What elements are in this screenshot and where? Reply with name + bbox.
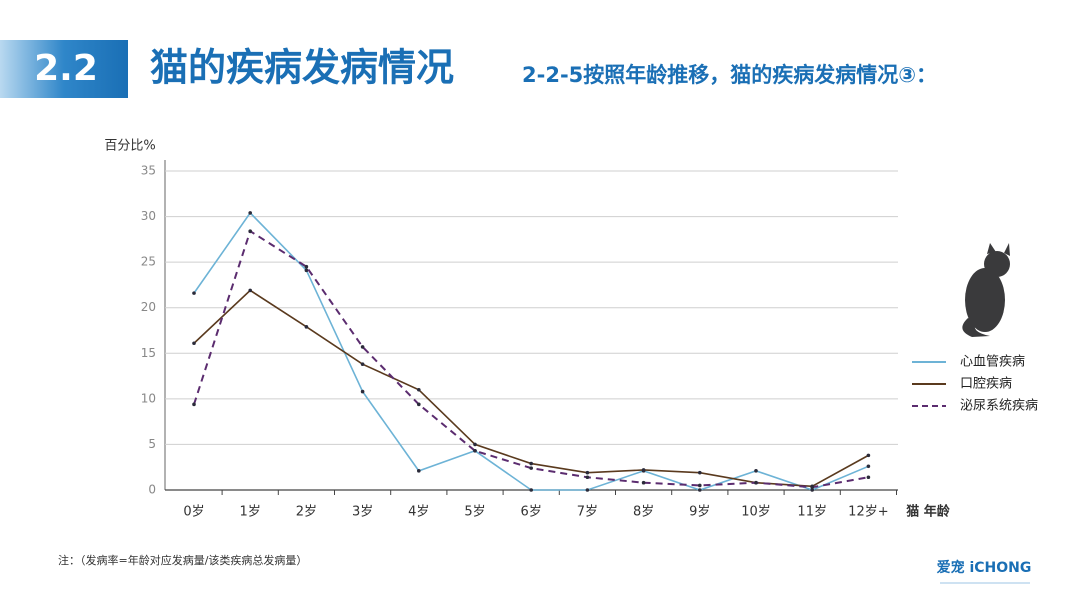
x-tick-label: 2岁 <box>296 505 317 520</box>
data-point <box>810 485 814 490</box>
note: 注：（发病率=年龄对应发病量/该类疾病总发病量） <box>58 553 307 567</box>
legend-label: 泌尿系统疾病 <box>960 399 1038 414</box>
data-point <box>529 461 533 466</box>
data-point <box>417 402 421 407</box>
data-point <box>360 389 365 394</box>
data-point <box>585 488 590 492</box>
data-point <box>698 470 702 475</box>
y-tick-label: 5 <box>148 437 156 451</box>
data-point <box>192 402 196 407</box>
data-point <box>304 268 309 273</box>
y-tick-label: 0 <box>148 483 156 497</box>
series-line <box>193 229 869 489</box>
x-tick-label: 6岁 <box>521 505 542 520</box>
data-point <box>248 288 252 293</box>
data-point <box>248 211 252 215</box>
data-point <box>473 442 477 447</box>
data-point <box>754 469 758 473</box>
x-axis-label: 猫 年龄 <box>906 504 951 520</box>
series-line <box>193 289 869 488</box>
x-tick-label: 12岁+ <box>848 505 888 520</box>
data-point <box>248 229 252 233</box>
data-point <box>529 488 533 492</box>
data-point <box>866 464 871 469</box>
data-point <box>698 488 702 492</box>
x-tick-label: 4岁 <box>408 505 429 520</box>
data-point <box>304 325 309 329</box>
section-number: 2.2 <box>34 48 98 89</box>
x-tick-label: 9岁 <box>689 505 710 520</box>
series-line <box>193 211 869 491</box>
data-point <box>585 470 590 475</box>
x-tick-label: 3岁 <box>352 505 373 520</box>
y-tick-label: 35 <box>141 164 156 178</box>
data-point <box>192 341 196 346</box>
legend-label: 心血管疾病 <box>960 355 1025 370</box>
data-point <box>866 453 871 458</box>
data-point <box>641 480 646 485</box>
data-point <box>585 475 590 480</box>
data-point <box>473 449 477 453</box>
data-point <box>810 488 814 492</box>
x-tick-label: 1岁 <box>240 505 261 520</box>
data-point <box>529 466 533 470</box>
legend-label: 口腔疾病 <box>960 377 1012 392</box>
data-point <box>360 345 365 349</box>
data-point <box>698 483 702 488</box>
section-badge <box>0 40 128 98</box>
data-point <box>192 291 196 295</box>
y-tick-label: 25 <box>141 255 156 269</box>
x-tick-label: 8岁 <box>633 505 654 520</box>
data-point <box>866 475 871 480</box>
x-tick-label: 10岁 <box>741 505 771 520</box>
title: 猫的疾病发病情况 <box>150 46 454 90</box>
x-tick-label: 7岁 <box>577 505 598 520</box>
data-point <box>754 480 758 485</box>
y-tick-label: 30 <box>141 209 156 223</box>
data-point <box>417 387 421 392</box>
cat-icon <box>962 243 1010 337</box>
data-point <box>304 264 309 269</box>
data-point <box>360 362 365 367</box>
y-tick-label: 20 <box>141 300 156 314</box>
x-tick-label: 0岁 <box>183 505 204 520</box>
data-point <box>417 469 421 473</box>
x-tick-label: 5岁 <box>464 505 485 520</box>
logo: 爱宠 iCHONG <box>937 559 1032 576</box>
y-tick-label: 15 <box>141 346 156 360</box>
data-point <box>641 468 646 472</box>
x-tick-label: 11岁 <box>797 505 827 520</box>
y-tick-label: 10 <box>141 391 156 405</box>
y-axis-label: 百分比% <box>104 139 155 154</box>
subtitle: 2-2-5按照年龄推移，猫的疾病发病情况③： <box>522 63 937 87</box>
